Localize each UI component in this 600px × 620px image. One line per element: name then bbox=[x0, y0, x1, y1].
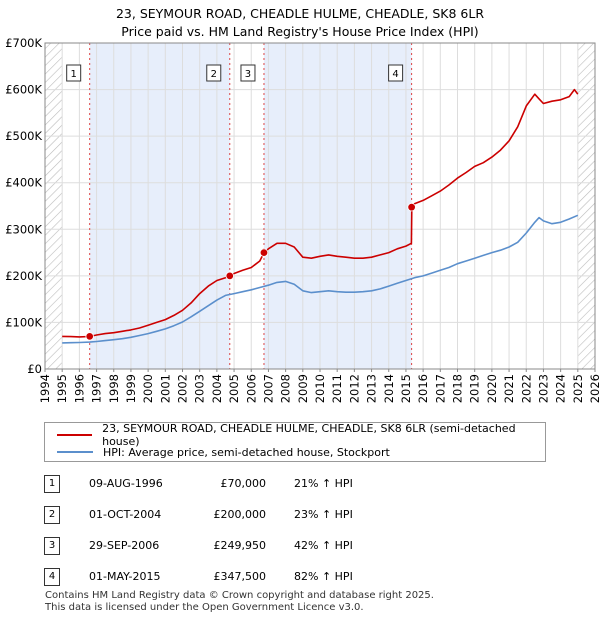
x-tick-label: 2020 bbox=[485, 374, 499, 403]
transaction-hpi-change: 42% ↑ HPI bbox=[294, 539, 353, 552]
x-tick-label: 2016 bbox=[416, 374, 430, 403]
price-chart: 1 2 3 4 £0 £100K £200K £300K £400K £500K £600K £70… bbox=[5, 36, 600, 403]
x-tick-label: 1996 bbox=[72, 374, 86, 403]
footer-licence: This data is licensed under the Open Gov… bbox=[45, 602, 364, 613]
x-tick-label: 2007 bbox=[261, 374, 275, 403]
x-tick-label: 2015 bbox=[399, 374, 413, 403]
transaction-number-badge: 1 bbox=[44, 475, 60, 493]
transaction-number-badge: 4 bbox=[44, 568, 60, 586]
y-tick-label: £500K bbox=[5, 129, 42, 143]
transaction-price: £347,500 bbox=[213, 570, 267, 583]
x-tick-label: 2014 bbox=[382, 374, 396, 403]
y-tick-label: £700K bbox=[5, 36, 42, 50]
x-tick-label: 2001 bbox=[158, 374, 172, 403]
sale-point bbox=[225, 271, 234, 281]
ownership-shade bbox=[263, 43, 412, 369]
transaction-hpi-change: 82% ↑ HPI bbox=[294, 570, 353, 583]
x-tick-label: 2006 bbox=[244, 374, 258, 403]
x-tick-label: 1998 bbox=[107, 374, 121, 403]
x-tick-label: 2000 bbox=[141, 374, 155, 403]
legend-item-hpi: HPI: Average price, semi-detached house,… bbox=[57, 444, 390, 460]
y-tick-label: £0 bbox=[27, 362, 42, 376]
legend-item-property: 23, SEYMOUR ROAD, CHEADLE HULME, CHEADLE… bbox=[57, 422, 545, 448]
y-tick-label: £400K bbox=[5, 176, 42, 190]
x-tick-label: 1997 bbox=[90, 374, 104, 403]
ownership-shade bbox=[89, 43, 230, 369]
x-tick-label: 2025 bbox=[571, 374, 585, 403]
legend-label-hpi: HPI: Average price, semi-detached house,… bbox=[103, 445, 390, 459]
x-tick-label: 2019 bbox=[468, 374, 482, 403]
sale-marker-label: 4 bbox=[392, 69, 398, 80]
x-tick-label: 2023 bbox=[536, 374, 550, 403]
property-price-line bbox=[62, 88, 579, 338]
transaction-date: 01-OCT-2004 bbox=[89, 508, 162, 521]
transaction-row: 4 01-MAY-2015 £347,500 82% ↑ HPI bbox=[44, 568, 564, 586]
transaction-row: 2 01-OCT-2004 £200,000 23% ↑ HPI bbox=[44, 506, 564, 524]
x-tick-label: 2002 bbox=[176, 374, 190, 403]
x-tick-label: 2018 bbox=[451, 374, 465, 403]
y-tick-label: £300K bbox=[5, 222, 42, 236]
legend-label-property: 23, SEYMOUR ROAD, CHEADLE HULME, CHEADLE… bbox=[102, 422, 516, 448]
x-tick-label: 2009 bbox=[296, 374, 310, 403]
sale-marker-box bbox=[240, 64, 256, 82]
chart-title: 23, SEYMOUR ROAD, CHEADLE HULME, CHEADLE… bbox=[115, 6, 485, 21]
transaction-row: 1 09-AUG-1996 £70,000 21% ↑ HPI bbox=[44, 475, 564, 493]
transaction-number-badge: 2 bbox=[44, 506, 60, 524]
sale-point bbox=[259, 248, 269, 257]
hpi-line bbox=[62, 214, 579, 344]
x-tick-label: 1994 bbox=[38, 374, 52, 403]
x-tick-label: 2013 bbox=[365, 374, 379, 403]
x-tick-label: 2010 bbox=[313, 374, 327, 403]
transaction-number-badge: 3 bbox=[44, 537, 60, 555]
x-tick-label: 2026 bbox=[588, 374, 600, 403]
sale-marker-label: 1 bbox=[71, 69, 77, 80]
no-data-hatch bbox=[45, 43, 63, 369]
sale-marker-box bbox=[388, 64, 404, 82]
transaction-price: £200,000 bbox=[213, 508, 267, 521]
transaction-row: 3 29-SEP-2006 £249,950 42% ↑ HPI bbox=[44, 537, 564, 555]
transaction-date: 01-MAY-2015 bbox=[89, 570, 161, 583]
transaction-hpi-change: 21% ↑ HPI bbox=[294, 477, 353, 490]
chart-subtitle: Price paid vs. HM Land Registry's House … bbox=[121, 24, 479, 39]
sale-marker-label: 3 bbox=[245, 69, 251, 80]
transaction-date: 29-SEP-2006 bbox=[89, 539, 160, 552]
legend-swatch-property bbox=[57, 434, 93, 436]
sale-point bbox=[85, 332, 94, 341]
y-tick-label: £600K bbox=[5, 83, 42, 97]
sale-point bbox=[407, 202, 416, 212]
y-tick-label: £200K bbox=[5, 269, 42, 283]
x-tick-label: 2003 bbox=[193, 374, 207, 403]
x-tick-label: 2011 bbox=[330, 374, 344, 403]
transaction-price: £70,000 bbox=[220, 477, 267, 490]
sale-marker-box bbox=[66, 64, 82, 82]
x-tick-label: 2004 bbox=[210, 374, 224, 403]
transaction-hpi-change: 23% ↑ HPI bbox=[294, 508, 353, 521]
transaction-date: 09-AUG-1996 bbox=[89, 477, 163, 490]
sale-marker-box bbox=[206, 64, 222, 82]
y-tick-label: £100K bbox=[5, 315, 42, 329]
sale-marker-label: 2 bbox=[211, 69, 217, 80]
x-tick-label: 2008 bbox=[279, 374, 293, 403]
x-tick-label: 1995 bbox=[55, 374, 69, 403]
x-tick-label: 2017 bbox=[433, 374, 447, 403]
x-tick-label: 2024 bbox=[554, 374, 568, 403]
transaction-price: £249,950 bbox=[213, 539, 267, 552]
x-tick-label: 1999 bbox=[124, 374, 138, 403]
x-tick-label: 2021 bbox=[502, 374, 516, 403]
legend-swatch-hpi bbox=[57, 451, 93, 453]
x-tick-label: 2022 bbox=[519, 374, 533, 403]
x-tick-label: 2012 bbox=[347, 374, 361, 403]
footer-copyright: Contains HM Land Registry data © Crown c… bbox=[45, 590, 434, 601]
chart-legend: 23, SEYMOUR ROAD, CHEADLE HULME, CHEADLE… bbox=[44, 422, 546, 462]
no-data-hatch bbox=[577, 43, 595, 369]
x-tick-label: 2005 bbox=[227, 374, 241, 403]
